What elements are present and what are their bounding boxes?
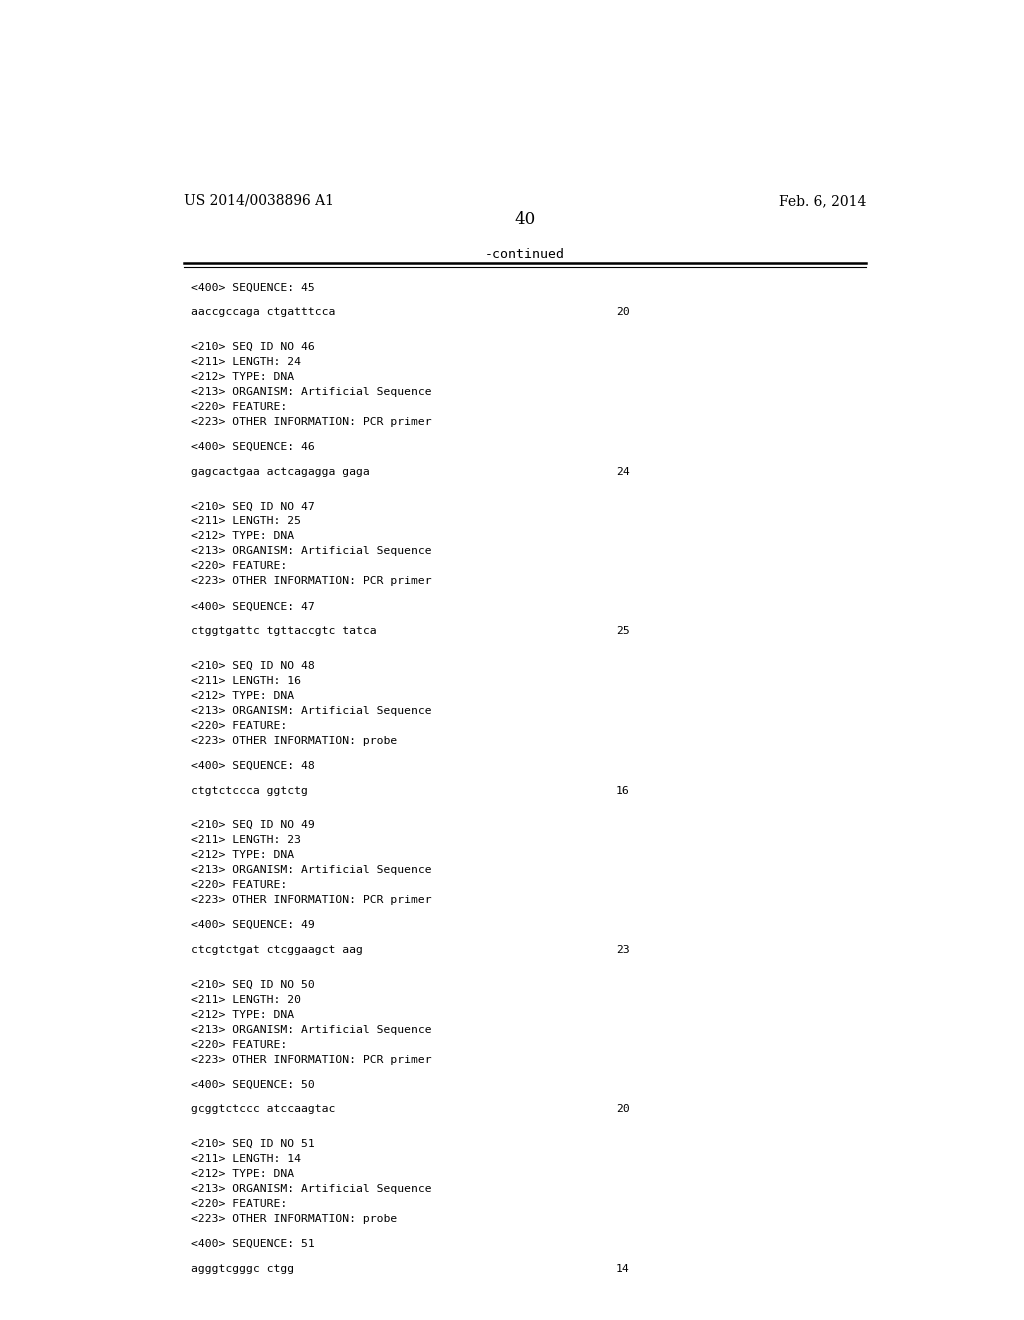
Text: ctcgtctgat ctcggaagct aag: ctcgtctgat ctcggaagct aag xyxy=(191,945,364,956)
Text: <213> ORGANISM: Artificial Sequence: <213> ORGANISM: Artificial Sequence xyxy=(191,1184,432,1195)
Text: <223> OTHER INFORMATION: probe: <223> OTHER INFORMATION: probe xyxy=(191,737,397,746)
Text: <220> FEATURE:: <220> FEATURE: xyxy=(191,721,288,731)
Text: <220> FEATURE:: <220> FEATURE: xyxy=(191,880,288,891)
Text: <223> OTHER INFORMATION: probe: <223> OTHER INFORMATION: probe xyxy=(191,1214,397,1224)
Text: <212> TYPE: DNA: <212> TYPE: DNA xyxy=(191,850,295,861)
Text: <211> LENGTH: 16: <211> LENGTH: 16 xyxy=(191,676,301,686)
Text: ctgtctccca ggtctg: ctgtctccca ggtctg xyxy=(191,785,308,796)
Text: -continued: -continued xyxy=(484,248,565,261)
Text: 23: 23 xyxy=(616,945,630,956)
Text: <210> SEQ ID NO 47: <210> SEQ ID NO 47 xyxy=(191,502,315,511)
Text: <211> LENGTH: 24: <211> LENGTH: 24 xyxy=(191,356,301,367)
Text: <220> FEATURE:: <220> FEATURE: xyxy=(191,1200,288,1209)
Text: <210> SEQ ID NO 50: <210> SEQ ID NO 50 xyxy=(191,979,315,990)
Text: <400> SEQUENCE: 48: <400> SEQUENCE: 48 xyxy=(191,760,315,771)
Text: <211> LENGTH: 20: <211> LENGTH: 20 xyxy=(191,995,301,1005)
Text: 40: 40 xyxy=(514,211,536,228)
Text: <210> SEQ ID NO 48: <210> SEQ ID NO 48 xyxy=(191,661,315,671)
Text: <400> SEQUENCE: 45: <400> SEQUENCE: 45 xyxy=(191,282,315,293)
Text: <212> TYPE: DNA: <212> TYPE: DNA xyxy=(191,372,295,381)
Text: ctggtgattc tgttaccgtc tatca: ctggtgattc tgttaccgtc tatca xyxy=(191,626,377,636)
Text: <210> SEQ ID NO 51: <210> SEQ ID NO 51 xyxy=(191,1139,315,1150)
Text: <213> ORGANISM: Artificial Sequence: <213> ORGANISM: Artificial Sequence xyxy=(191,866,432,875)
Text: <223> OTHER INFORMATION: PCR primer: <223> OTHER INFORMATION: PCR primer xyxy=(191,577,432,586)
Text: <223> OTHER INFORMATION: PCR primer: <223> OTHER INFORMATION: PCR primer xyxy=(191,417,432,428)
Text: 25: 25 xyxy=(616,626,630,636)
Text: <212> TYPE: DNA: <212> TYPE: DNA xyxy=(191,690,295,701)
Text: <220> FEATURE:: <220> FEATURE: xyxy=(191,561,288,572)
Text: <213> ORGANISM: Artificial Sequence: <213> ORGANISM: Artificial Sequence xyxy=(191,706,432,715)
Text: <211> LENGTH: 14: <211> LENGTH: 14 xyxy=(191,1154,301,1164)
Text: <400> SEQUENCE: 47: <400> SEQUENCE: 47 xyxy=(191,602,315,611)
Text: <213> ORGANISM: Artificial Sequence: <213> ORGANISM: Artificial Sequence xyxy=(191,387,432,397)
Text: <212> TYPE: DNA: <212> TYPE: DNA xyxy=(191,1170,295,1179)
Text: <223> OTHER INFORMATION: PCR primer: <223> OTHER INFORMATION: PCR primer xyxy=(191,895,432,906)
Text: 14: 14 xyxy=(616,1265,630,1274)
Text: <223> OTHER INFORMATION: PCR primer: <223> OTHER INFORMATION: PCR primer xyxy=(191,1055,432,1065)
Text: Feb. 6, 2014: Feb. 6, 2014 xyxy=(778,194,866,209)
Text: <212> TYPE: DNA: <212> TYPE: DNA xyxy=(191,532,295,541)
Text: <220> FEATURE:: <220> FEATURE: xyxy=(191,403,288,412)
Text: 16: 16 xyxy=(616,785,630,796)
Text: 20: 20 xyxy=(616,308,630,317)
Text: aaccgccaga ctgatttcca: aaccgccaga ctgatttcca xyxy=(191,308,336,317)
Text: <400> SEQUENCE: 46: <400> SEQUENCE: 46 xyxy=(191,442,315,451)
Text: <400> SEQUENCE: 50: <400> SEQUENCE: 50 xyxy=(191,1080,315,1090)
Text: <210> SEQ ID NO 46: <210> SEQ ID NO 46 xyxy=(191,342,315,352)
Text: agggtcgggc ctgg: agggtcgggc ctgg xyxy=(191,1265,295,1274)
Text: <210> SEQ ID NO 49: <210> SEQ ID NO 49 xyxy=(191,820,315,830)
Text: 24: 24 xyxy=(616,467,630,477)
Text: US 2014/0038896 A1: US 2014/0038896 A1 xyxy=(183,194,334,209)
Text: <400> SEQUENCE: 49: <400> SEQUENCE: 49 xyxy=(191,920,315,931)
Text: <212> TYPE: DNA: <212> TYPE: DNA xyxy=(191,1010,295,1020)
Text: gcggtctccc atccaagtac: gcggtctccc atccaagtac xyxy=(191,1105,336,1114)
Text: <400> SEQUENCE: 51: <400> SEQUENCE: 51 xyxy=(191,1239,315,1249)
Text: <213> ORGANISM: Artificial Sequence: <213> ORGANISM: Artificial Sequence xyxy=(191,1024,432,1035)
Text: <213> ORGANISM: Artificial Sequence: <213> ORGANISM: Artificial Sequence xyxy=(191,546,432,557)
Text: 20: 20 xyxy=(616,1105,630,1114)
Text: <211> LENGTH: 25: <211> LENGTH: 25 xyxy=(191,516,301,527)
Text: <220> FEATURE:: <220> FEATURE: xyxy=(191,1040,288,1049)
Text: <211> LENGTH: 23: <211> LENGTH: 23 xyxy=(191,836,301,845)
Text: gagcactgaa actcagagga gaga: gagcactgaa actcagagga gaga xyxy=(191,467,371,477)
